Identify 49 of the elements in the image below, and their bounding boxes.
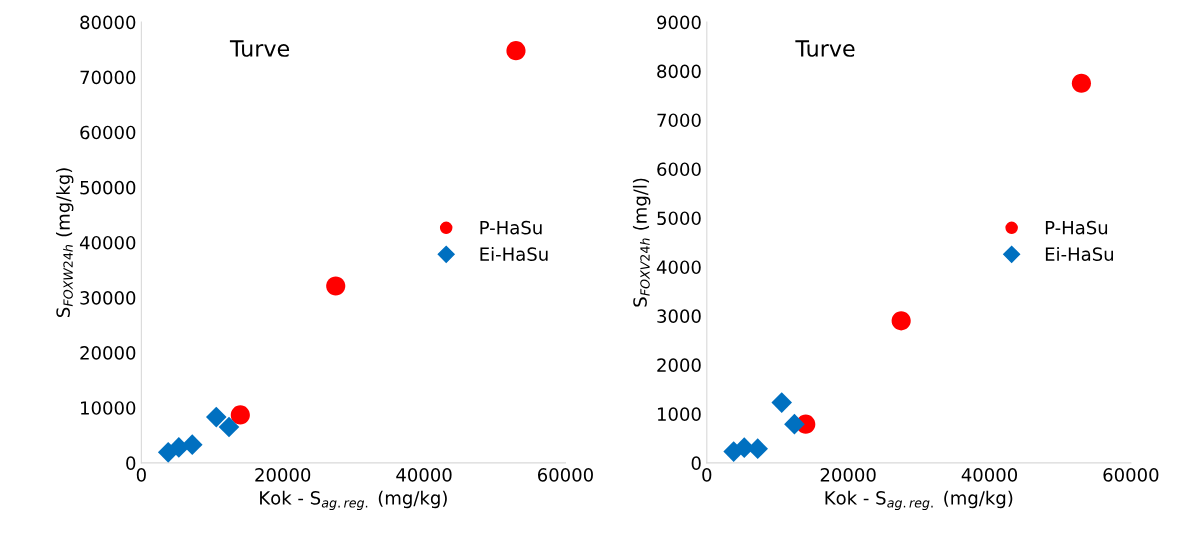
y-tick-label: 60000 xyxy=(80,125,136,140)
y-tick-label: 20000 xyxy=(80,346,136,360)
legend-label: Ei-HaSu xyxy=(1045,246,1113,261)
y-tick-label: 3000 xyxy=(657,309,701,324)
x-tick-label: 0 xyxy=(702,468,712,482)
y-tick-label: 2000 xyxy=(657,358,701,372)
y-tick-label: 1000 xyxy=(657,407,701,421)
y-tick-label: 0 xyxy=(126,456,136,470)
y-tick-label: 4000 xyxy=(656,260,701,275)
point xyxy=(326,276,346,296)
x-tick-label: 40000 xyxy=(961,468,1018,482)
legend-label: P-HaSu xyxy=(1045,220,1108,235)
point xyxy=(506,41,526,61)
y-tick-label: 40000 xyxy=(79,235,136,250)
y-tick-label: 7000 xyxy=(657,113,701,128)
legend-label: P-HaSu xyxy=(480,220,542,235)
text: Turve xyxy=(795,40,855,57)
legend-label: Ei-HaSu xyxy=(480,246,548,261)
point xyxy=(747,438,768,459)
text: Turve xyxy=(229,40,290,57)
x-tick-label: 20000 xyxy=(820,468,876,482)
y-tick-label: 9000 xyxy=(657,15,701,30)
point xyxy=(205,406,227,428)
y-tick-label: 8000 xyxy=(657,64,701,79)
y-axis-title: S$_{FOXW24h}$ (mg/kg) xyxy=(55,168,74,317)
x-axis-title: Kok - S$_{ag.reg.}$ (mg/kg) xyxy=(825,490,1013,511)
y-tick-label: 5000 xyxy=(657,211,701,226)
y-tick-label: 50000 xyxy=(80,180,136,195)
y-tick-label: 30000 xyxy=(80,291,136,305)
point xyxy=(891,311,911,331)
y-tick-label: 70000 xyxy=(80,70,136,85)
x-tick-label: 0 xyxy=(136,468,146,482)
point xyxy=(168,437,190,458)
y-tick-label: 6000 xyxy=(657,162,701,177)
x-axis-title: Kok - S$_{ag.reg.}$ (mg/kg) xyxy=(260,490,447,511)
point xyxy=(230,405,250,425)
y-axis-title: S$_{FOXV24h}$ (mg/l) xyxy=(632,178,651,307)
y-tick-label: 10000 xyxy=(81,401,136,415)
point xyxy=(1071,73,1091,93)
x-tick-label: 40000 xyxy=(396,468,452,482)
point xyxy=(784,413,805,435)
y-tick-label: 0 xyxy=(691,456,701,470)
x-tick-label: 60000 xyxy=(537,468,593,482)
point xyxy=(771,392,793,413)
x-tick-label: 20000 xyxy=(255,468,311,482)
y-tick-label: 80000 xyxy=(80,15,136,30)
x-tick-label: 60000 xyxy=(1103,468,1159,482)
point xyxy=(181,434,203,455)
point xyxy=(218,416,240,438)
